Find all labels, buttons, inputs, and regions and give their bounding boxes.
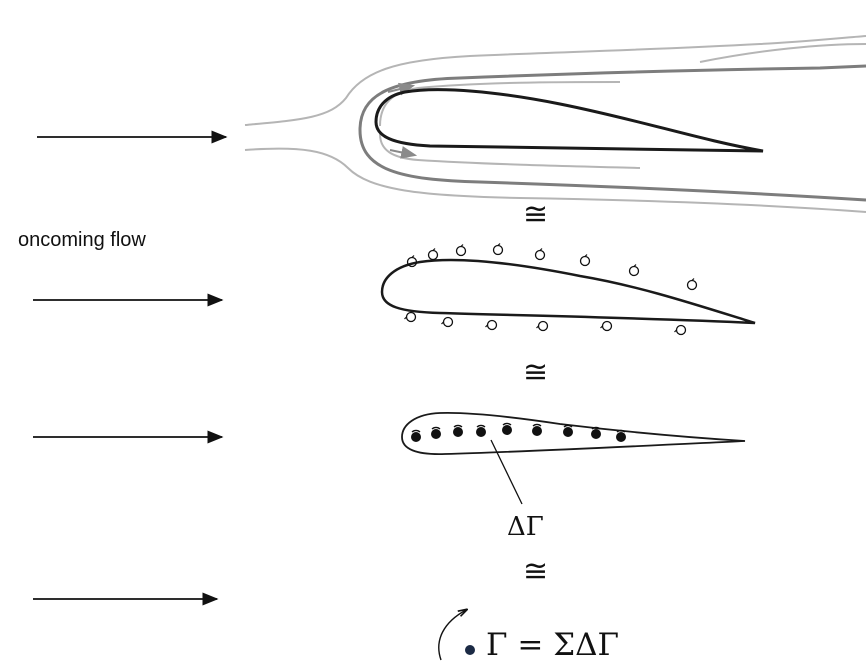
vortex-dot-icon: [532, 424, 542, 436]
vortex-circle-icon: [688, 279, 697, 290]
vortex-dot-icon: [563, 425, 573, 437]
vortex-circle-icon: [442, 318, 453, 327]
vortex-circle-icon: [486, 321, 497, 330]
vortex-dot-icon: [453, 425, 463, 437]
total-circulation-label: Γ = ΣΔΓ: [486, 627, 619, 663]
vortex-dot-icon: [476, 425, 486, 437]
approx-symbol-1: ≅: [523, 200, 548, 230]
vortex-circle-icon: [457, 245, 466, 256]
streamline-outer-lower: [245, 149, 866, 212]
delta-gamma-label: ΔΓ: [507, 512, 544, 542]
approx-symbol-2: ≅: [523, 358, 548, 388]
vortex-dot-icon: [616, 430, 626, 442]
vortex-circle-icon: [537, 322, 548, 331]
streamline-dark-upper: [360, 66, 866, 130]
delta-gamma-leader: [491, 440, 522, 504]
oncoming-flow-label: oncoming flow: [18, 229, 146, 252]
streamline-panel: [245, 36, 866, 212]
vortex-circle-icon: [675, 326, 686, 335]
vortex-circle-icon: [494, 244, 503, 255]
total-circulation-panel: [439, 610, 475, 660]
vortex-circle-icon: [601, 322, 612, 331]
approx-symbol-3: ≅: [523, 557, 548, 587]
vortex-circle-icon: [405, 313, 416, 322]
vortex-dot-icon: [431, 427, 441, 439]
vortex-circle-icon: [429, 249, 438, 260]
vortex-circle-icon: [536, 249, 545, 260]
vortex-dot-icon: [411, 430, 421, 442]
vortex-dot-icon: [502, 423, 512, 435]
streamline-inner-upper: [380, 82, 620, 126]
curved-arrow-icon: [439, 610, 466, 660]
bound-vortex-panel: [402, 413, 745, 504]
airfoil-2: [382, 260, 755, 323]
total-vortex-dot: [465, 645, 475, 655]
vortex-circle-icon: [581, 255, 590, 266]
vortex-circle-icon: [630, 265, 639, 276]
airfoil-1: [376, 90, 763, 151]
streamline-dark-lower: [360, 130, 866, 200]
surface-vortex-panel: [382, 244, 755, 335]
streamline-inner-lower: [380, 134, 640, 168]
vortex-dot-icon: [591, 427, 601, 439]
